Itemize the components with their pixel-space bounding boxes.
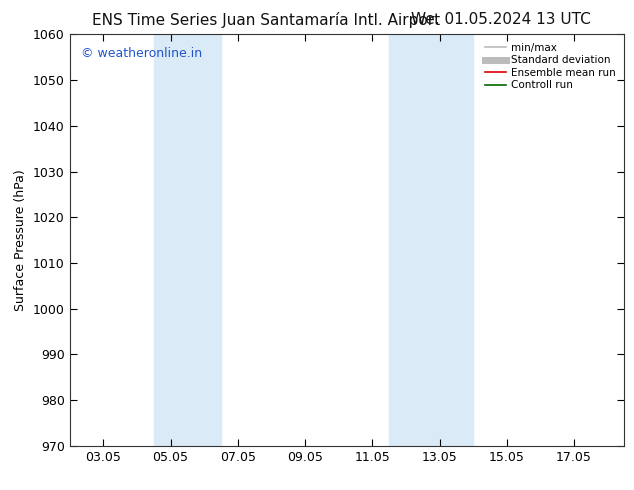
Text: ENS Time Series Juan Santamaría Intl. Airport: ENS Time Series Juan Santamaría Intl. Ai… xyxy=(92,12,441,28)
Legend: min/max, Standard deviation, Ensemble mean run, Controll run: min/max, Standard deviation, Ensemble me… xyxy=(482,40,619,94)
Y-axis label: Surface Pressure (hPa): Surface Pressure (hPa) xyxy=(15,169,27,311)
Bar xyxy=(389,34,473,446)
Text: We. 01.05.2024 13 UTC: We. 01.05.2024 13 UTC xyxy=(411,12,591,27)
Text: © weatheronline.in: © weatheronline.in xyxy=(81,47,202,60)
Bar xyxy=(154,34,221,446)
